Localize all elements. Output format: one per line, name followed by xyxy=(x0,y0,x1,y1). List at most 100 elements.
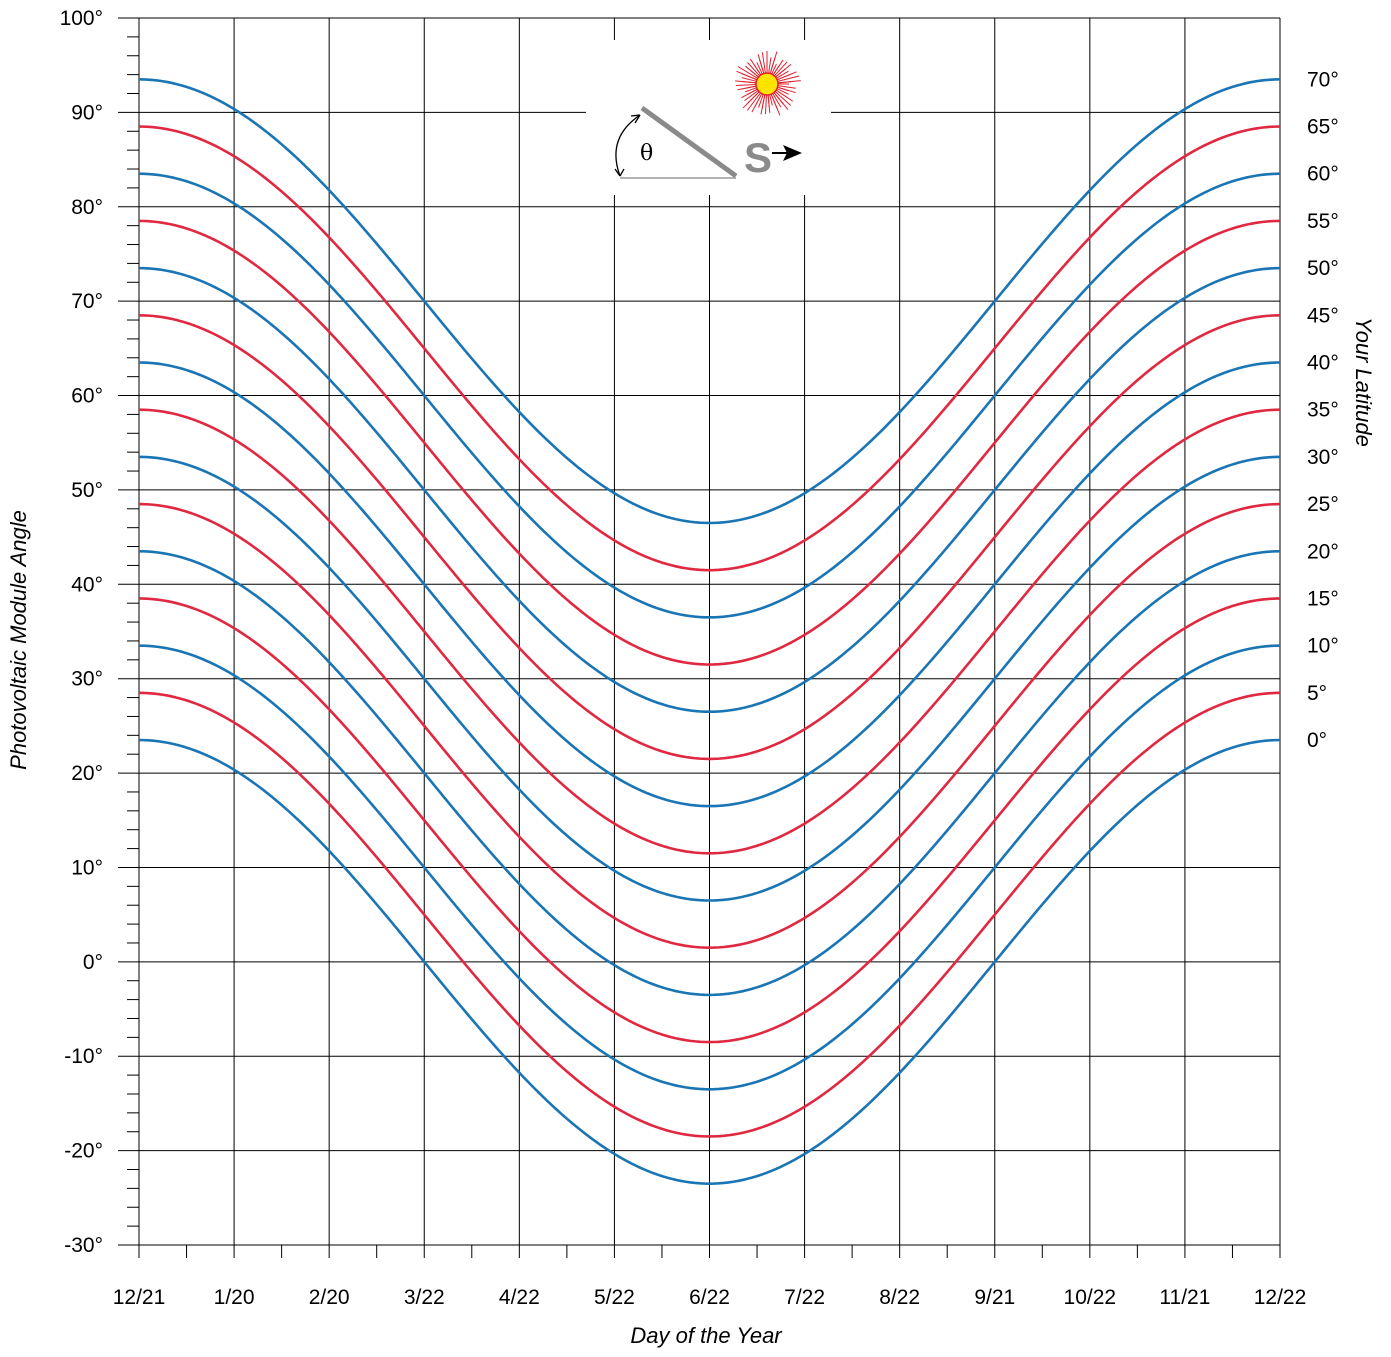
x-tick-label: 6/22 xyxy=(689,1286,730,1309)
series-line-0 xyxy=(138,738,1281,1185)
latitude-label: 40° xyxy=(1307,352,1339,375)
sun-ray xyxy=(747,62,760,77)
latitude-label: 35° xyxy=(1307,399,1339,422)
series-line-65 xyxy=(138,125,1281,572)
latitude-label: 70° xyxy=(1307,68,1339,91)
sun-ray xyxy=(741,77,757,82)
series-line-60 xyxy=(138,172,1281,619)
sun-ray xyxy=(769,57,776,74)
sun-ray xyxy=(735,80,757,84)
sun-ray xyxy=(773,92,789,110)
latitude-label: 30° xyxy=(1307,446,1339,469)
y-tick-label: -30° xyxy=(64,1234,103,1257)
sun-ray xyxy=(754,93,763,108)
sun-ray xyxy=(760,94,766,115)
series-line-5 xyxy=(138,691,1281,1138)
sun-ray xyxy=(749,69,759,78)
sun-ray xyxy=(768,57,772,74)
series-line-30 xyxy=(138,455,1281,902)
sun-ray xyxy=(737,66,758,79)
series-line-55 xyxy=(138,219,1281,666)
sun-ray xyxy=(777,85,796,89)
arrow-right-head xyxy=(783,145,802,161)
sun-ray xyxy=(736,84,757,86)
series-line-20 xyxy=(138,549,1281,997)
latitude-label: 10° xyxy=(1307,635,1339,658)
y-axis-title: Photovoltaic Module Angle xyxy=(6,510,31,770)
latitude-label: 20° xyxy=(1307,540,1339,563)
latitude-label: 15° xyxy=(1307,587,1339,610)
angle-arrow-bottom xyxy=(614,168,625,177)
y-tick-label: 100° xyxy=(60,7,103,30)
sun-ray xyxy=(772,64,781,76)
x-tick-label: 3/22 xyxy=(404,1286,445,1309)
sun-ray xyxy=(772,93,782,108)
sun-ray xyxy=(776,88,789,95)
y-tick-label: 60° xyxy=(71,385,103,408)
series-line-40 xyxy=(138,361,1281,808)
y-tick-label: -20° xyxy=(64,1140,103,1163)
sun-ray xyxy=(774,91,792,106)
sun-ray xyxy=(774,61,788,77)
latitude-label: 50° xyxy=(1307,257,1339,280)
sun-ray xyxy=(745,87,757,93)
sun-ray xyxy=(767,94,770,107)
sun-ray xyxy=(771,63,777,75)
series-line-25 xyxy=(138,502,1281,949)
y-tick-label: 90° xyxy=(71,101,103,124)
y-tick-label: 80° xyxy=(71,196,103,219)
tilted-panel-icon xyxy=(640,105,738,179)
theta-symbol: θ xyxy=(640,141,653,166)
angle-arrow-top xyxy=(630,114,641,124)
sun-ray xyxy=(746,92,761,111)
x-tick-label: 4/22 xyxy=(499,1286,540,1309)
latitude-label: 5° xyxy=(1307,682,1327,705)
curves xyxy=(138,78,1281,1185)
latitude-label: 0° xyxy=(1307,729,1327,752)
y-tick-label: 10° xyxy=(71,856,103,879)
series-line-50 xyxy=(138,266,1281,714)
sun-ray xyxy=(776,70,789,79)
x-axis-title: Day of the Year xyxy=(630,1323,783,1348)
y-tick-label: -10° xyxy=(64,1045,103,1068)
sun-ray xyxy=(744,90,759,102)
sun-icon xyxy=(735,51,801,116)
sun-ray xyxy=(756,62,763,75)
sun-ray xyxy=(758,94,764,108)
latitude-label: 45° xyxy=(1307,304,1339,327)
y-tick-label: 70° xyxy=(71,290,103,313)
series-line-70 xyxy=(138,78,1281,525)
inset-diagram: θ S xyxy=(586,40,831,195)
south-letter: S xyxy=(744,134,772,181)
x-tick-label: 5/22 xyxy=(594,1286,635,1309)
y-tick-label: 50° xyxy=(71,479,103,502)
inset-background xyxy=(586,40,831,195)
y-tick-label: 40° xyxy=(71,573,103,596)
series-line-10 xyxy=(138,644,1281,1091)
sun-ray xyxy=(775,89,789,99)
latitude-label: 25° xyxy=(1307,493,1339,516)
sun-ray xyxy=(777,75,800,82)
latitude-label: 65° xyxy=(1307,116,1339,139)
sun-ray xyxy=(759,59,765,74)
minor-ticks xyxy=(127,36,1233,1258)
x-tick-label: 8/22 xyxy=(879,1286,920,1309)
x-tick-label: 12/21 xyxy=(113,1286,166,1309)
sun-ray xyxy=(749,58,762,76)
sun-ray xyxy=(775,63,792,78)
sun-ray xyxy=(777,86,796,94)
sun-ray xyxy=(741,88,758,99)
sun-ray xyxy=(743,85,757,90)
axis-labels: 100° 90° 80° 70° 60° 50° 40° 30° 20° 10° 0° -10° -20… xyxy=(60,7,1339,1309)
y-tick-label: 30° xyxy=(71,668,103,691)
sun-ray xyxy=(741,73,758,81)
sun-ray xyxy=(742,91,760,109)
sun-ray xyxy=(776,73,792,81)
latitude-label: 60° xyxy=(1307,163,1339,186)
x-tick-label: 7/22 xyxy=(784,1286,825,1309)
x-tick-label: 10/22 xyxy=(1064,1286,1117,1309)
x-tick-label: 11/21 xyxy=(1159,1286,1210,1309)
y-tick-label: 0° xyxy=(83,951,103,974)
sun-ray xyxy=(770,93,779,111)
